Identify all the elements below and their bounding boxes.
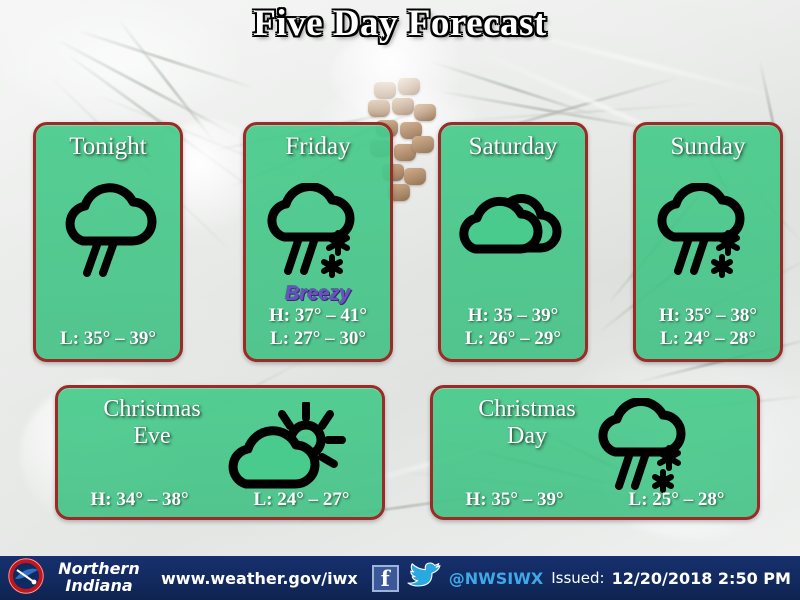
day-label: Friday: [285, 133, 351, 160]
day-label: Tonight: [69, 133, 147, 160]
nws-seal-icon: [7, 557, 45, 600]
rain-snow-mix-icon: [589, 397, 709, 505]
forecast-panel-christmas-eve[interactable]: Christmas Eve H: 34° – 38° L: 24° – 27°: [55, 385, 385, 520]
day-label-line1: Christmas: [478, 396, 576, 422]
temp-low: L: 24° – 27°: [253, 489, 350, 510]
forecast-panel-friday[interactable]: Friday Breezy H: 37° – 41°: [243, 122, 393, 362]
forecast-panel-christmas-day[interactable]: Christmas Day H: 35° – 39: [430, 385, 760, 520]
temp-low: L: 26° – 29°: [465, 328, 561, 350]
day-label-line2: Day: [507, 422, 547, 449]
temp-low: L: 35° – 39°: [60, 328, 156, 350]
day-label: Saturday: [468, 133, 558, 160]
rain-snow-mix-icon: [258, 182, 378, 288]
office-name: Northern Indiana: [53, 559, 145, 595]
temp-high: H: 37° – 41°: [268, 304, 368, 326]
page-title: Five Day Forecast: [253, 3, 547, 44]
temperature-lines: H: 37° – 41° L: 27° – 30°: [246, 304, 390, 352]
temp-high: H: 35 – 39°: [467, 304, 559, 326]
issued-label: Issued:: [551, 569, 605, 587]
temp-high: H: 35° – 38°: [658, 304, 758, 326]
temperature-lines: H: 35° – 39° L: 25° – 28°: [433, 489, 757, 511]
twitter-bird-icon[interactable]: [407, 561, 441, 595]
office-name-line1: Northern: [58, 559, 140, 579]
day-label-line1: Christmas: [103, 396, 201, 422]
forecast-panel-saturday[interactable]: Saturday H: 35 – 39° L: 26° – 29°: [438, 122, 588, 362]
twitter-handle[interactable]: @NWSIWX: [448, 568, 544, 588]
rain-cloud-icon: [53, 183, 163, 288]
footer-bar: Northern Indiana www.weather.gov/iwx f @…: [0, 556, 800, 600]
temp-low: L: 27° – 30°: [270, 328, 366, 350]
partly-sunny-icon: [226, 400, 346, 499]
temperature-lines: H: 35 – 39° L: 26° – 29°: [441, 304, 585, 352]
forecast-panel-tonight[interactable]: Tonight L: 35° – 39°: [33, 122, 183, 362]
day-label: Christmas Day: [447, 396, 607, 450]
day-label: Sunday: [670, 133, 746, 160]
temp-low: L: 24° – 28°: [660, 328, 756, 350]
snow-highlight: [330, 30, 480, 120]
day-label: Christmas Eve: [72, 396, 232, 450]
office-name-line2: Indiana: [65, 576, 133, 595]
temperature-lines: H: 34° – 38° L: 24° – 27°: [58, 489, 382, 511]
website-url[interactable]: www.weather.gov/iwx: [161, 568, 358, 588]
temperature-lines: H: 35° – 38° L: 24° – 28°: [636, 304, 780, 352]
facebook-icon[interactable]: f: [371, 564, 399, 592]
forecast-panel-sunday[interactable]: Sunday H: 35° – 38° L: 24° – 2: [633, 122, 783, 362]
cloudy-icon: [453, 187, 573, 272]
wind-note: Breezy: [285, 283, 351, 305]
temperature-lines: L: 35° – 39°: [36, 327, 180, 351]
issued-timestamp: 12/20/2018 2:50 PM: [611, 568, 791, 588]
day-label-line2: Eve: [133, 422, 171, 449]
temp-low: L: 25° – 28°: [628, 489, 725, 510]
temp-high: H: 34° – 38°: [90, 489, 189, 510]
rain-snow-mix-icon: [648, 182, 768, 288]
temp-high: H: 35° – 39°: [465, 489, 564, 510]
